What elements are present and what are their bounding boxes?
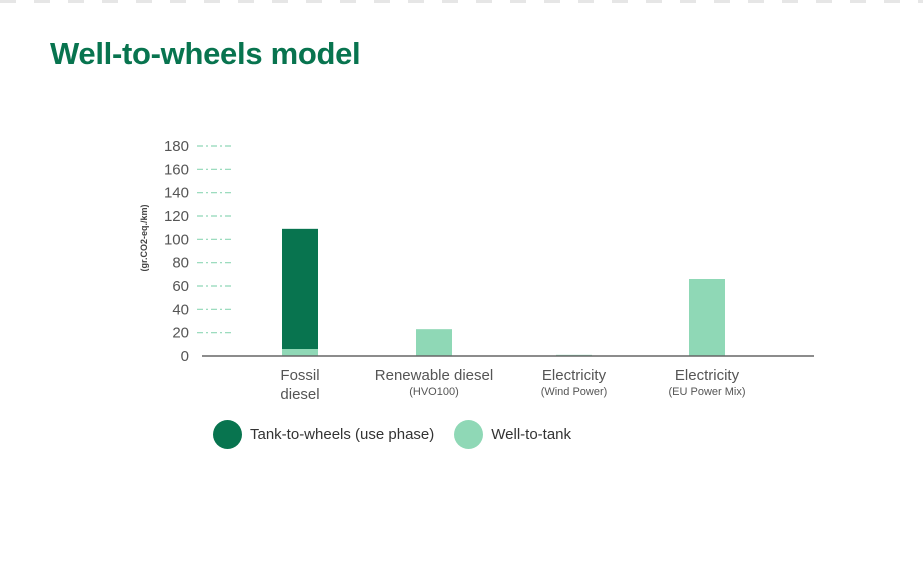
y-tick-label: 20 xyxy=(172,325,189,342)
y-tick-label: 0 xyxy=(181,348,189,365)
y-tick-label: 60 xyxy=(172,278,189,295)
y-tick-label: 100 xyxy=(164,231,189,248)
x-category-label: Renewable diesel xyxy=(375,367,493,384)
legend-item-tank-to-wheels: Tank-to-wheels (use phase) xyxy=(213,420,434,449)
page-title: Well-to-wheels model xyxy=(50,36,361,71)
y-tick-label: 120 xyxy=(164,208,189,225)
bar-segment-well-to-tank xyxy=(416,329,452,356)
x-category-label: Fossil xyxy=(280,367,319,384)
x-category-sublabel: (EU Power Mix) xyxy=(668,386,745,398)
bar-segment-well-to-tank xyxy=(689,279,725,356)
bar-segment-tank-to-wheels xyxy=(282,228,318,349)
x-category-label: Electricity xyxy=(542,367,607,384)
top-dash-border xyxy=(0,0,923,3)
bar-segment-well-to-tank xyxy=(282,349,318,356)
legend-label-tank-to-wheels: Tank-to-wheels (use phase) xyxy=(250,426,435,443)
legend: Tank-to-wheels (use phase) Well-to-tank xyxy=(213,420,591,449)
legend-item-well-to-tank: Well-to-tank xyxy=(454,420,571,449)
y-tick-label: 160 xyxy=(164,161,189,178)
x-category-label: Electricity xyxy=(675,367,740,384)
bars-group xyxy=(282,228,725,356)
y-tick-label: 80 xyxy=(172,255,189,272)
legend-label-well-to-tank: Well-to-tank xyxy=(491,426,572,443)
legend-swatch-well-to-tank xyxy=(454,420,484,449)
y-axis: 0 20 40 60 80 100 120 140 160 180 xyxy=(164,138,231,365)
x-category-sublabel: (HVO100) xyxy=(409,386,459,398)
y-tick-label: 40 xyxy=(172,301,189,318)
y-axis-label: (gr.CO2-eq./km) xyxy=(139,204,149,271)
y-tick-label: 180 xyxy=(164,138,189,155)
legend-swatch-tank-to-wheels xyxy=(213,420,242,449)
x-category-sublabel: diesel xyxy=(280,386,319,403)
x-category-sublabel: (Wind Power) xyxy=(541,386,608,398)
x-axis-labels: Fossil diesel Renewable diesel (HVO100) Elec… xyxy=(280,367,745,403)
y-tick-label: 140 xyxy=(164,185,189,202)
